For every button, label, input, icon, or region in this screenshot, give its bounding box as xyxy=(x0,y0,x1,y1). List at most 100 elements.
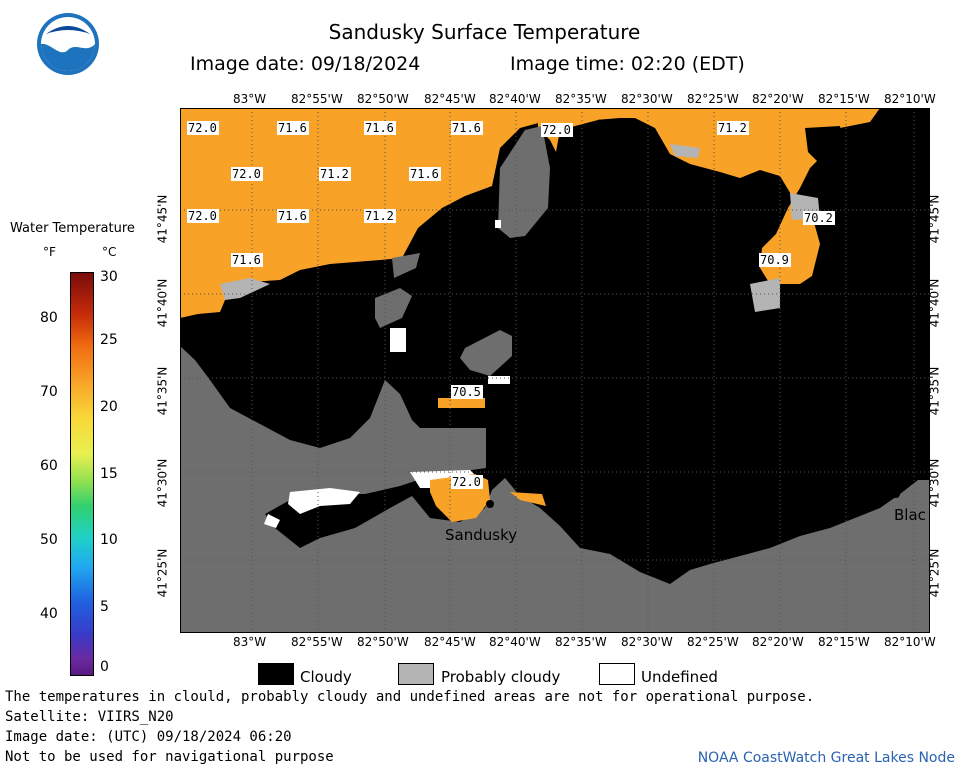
temperature-label: 72.0 xyxy=(232,167,261,181)
colorbar-f-tick: 80 xyxy=(40,310,58,326)
lat-label-left: 41°45'N xyxy=(155,194,170,244)
lon-label-top: 82°50'W xyxy=(357,92,409,106)
logo-text: NOAA xyxy=(55,35,81,44)
temperature-label-bg xyxy=(231,253,263,267)
lat-label-left: 41°40'N xyxy=(155,278,170,328)
temperature-label: 71.6 xyxy=(365,121,394,135)
colorbar-c-tick: 0 xyxy=(100,659,109,675)
place-label-sandusky: Sandusky xyxy=(445,526,518,544)
temperature-label-bg xyxy=(364,121,396,135)
colorbar-unit-c: °C xyxy=(102,245,117,259)
map-area: 72.0 71.6 71.6 71.6 72.0 71.2 72.0 71.2 71.6 72.0… xyxy=(180,108,930,633)
map-frame xyxy=(180,108,930,633)
colorbar-f-tick: 40 xyxy=(40,606,58,622)
temperature-label-bg xyxy=(364,209,396,223)
lat-label-right: 41°35'N xyxy=(927,366,942,416)
temperature-label-bg xyxy=(319,167,351,181)
temperature-label: 71.6 xyxy=(278,209,307,223)
warm-water-west xyxy=(180,108,542,318)
colorbar-c-tick: 30 xyxy=(100,269,118,285)
temperature-label: 71.2 xyxy=(320,167,349,181)
temperature-label: 70.2 xyxy=(804,211,833,225)
temperature-label-bg xyxy=(451,385,483,399)
temperature-label-bg xyxy=(717,121,749,135)
image-date: Image date: 09/18/2024 xyxy=(190,53,421,75)
temperature-label: 71.6 xyxy=(232,253,261,267)
legend-swatch-probably-cloudy xyxy=(398,663,434,685)
legend-swatch-undefined xyxy=(599,663,635,685)
sandusky-marker xyxy=(486,500,494,508)
temperature-label-bg xyxy=(187,209,219,223)
temperature-label: 71.6 xyxy=(278,121,307,135)
temperature-label: 71.6 xyxy=(410,167,439,181)
undefined-bay-3 xyxy=(264,514,280,528)
lon-label-bottom: 82°40'W xyxy=(489,635,541,649)
gray-patch-4 xyxy=(392,253,420,278)
lon-label-top: 82°15'W xyxy=(818,92,870,106)
colorbar-c-tick: 5 xyxy=(100,599,109,615)
lat-label-left: 41°30'N xyxy=(155,458,170,508)
undefined-patch-3 xyxy=(488,376,510,384)
lon-label-top: 82°25'W xyxy=(687,92,739,106)
note-line-4: Not to be used for navigational purpose xyxy=(5,749,334,765)
lon-label-top: 82°20'W xyxy=(752,92,804,106)
lon-label-bottom: 82°35'W xyxy=(555,635,607,649)
warm-water-island xyxy=(438,398,485,408)
noaa-logo: NOAA xyxy=(36,12,100,76)
temperature-labels: 72.0 71.6 71.6 71.6 72.0 71.2 72.0 71.2 71.6 72.0… xyxy=(187,121,835,489)
colorbar-f-tick: 60 xyxy=(40,458,58,474)
temperature-label-bg xyxy=(759,253,791,267)
undefined-patch-1 xyxy=(390,328,406,352)
lon-label-bottom: 82°25'W xyxy=(687,635,739,649)
note-line-2: Satellite: VIIRS_N20 xyxy=(5,709,174,725)
place-label-blac: Blac xyxy=(894,506,926,524)
lat-label-left: 41°25'N xyxy=(155,548,170,598)
image-time: Image time: 02:20 (EDT) xyxy=(510,53,745,75)
land xyxy=(180,346,930,633)
colorbar xyxy=(70,272,94,676)
colorbar-f-tick: 50 xyxy=(40,532,58,548)
lon-label-top: 82°30'W xyxy=(621,92,673,106)
legend-swatch-cloudy xyxy=(258,663,294,685)
colorbar-c-tick: 25 xyxy=(100,332,118,348)
lon-label-bottom: 82°45'W xyxy=(424,635,476,649)
legend-label-undefined: Undefined xyxy=(641,668,718,686)
map-title: Sandusky Surface Temperature xyxy=(328,20,641,44)
temperature-label-bg xyxy=(277,209,309,223)
lon-label-top: 82°40'W xyxy=(489,92,541,106)
colorbar-c-tick: 15 xyxy=(100,466,118,482)
temperature-label-bg xyxy=(451,121,483,135)
temperature-label-bg xyxy=(803,211,835,225)
temperature-label-bg xyxy=(541,123,573,137)
temperature-label-bg xyxy=(451,475,483,489)
lon-label-bottom: 82°55'W xyxy=(291,635,343,649)
note-line-3: Image date: (UTC) 09/18/2024 06:20 xyxy=(5,729,292,745)
legend-label-probably-cloudy: Probably cloudy xyxy=(441,668,561,686)
note-line-1: The temperatures in clould, probably clo… xyxy=(5,689,815,705)
gray-patch-2 xyxy=(375,288,412,328)
temperature-label: 71.2 xyxy=(718,121,747,135)
temperature-label: 72.0 xyxy=(452,475,481,489)
colorbar-title: Water Temperature xyxy=(10,221,135,236)
blac-marker xyxy=(892,490,900,498)
credit-link[interactable]: NOAA CoastWatch Great Lakes Node xyxy=(697,750,955,766)
temperature-label-bg xyxy=(409,167,441,181)
lat-label-right: 41°40'N xyxy=(927,278,942,328)
lon-label-top: 82°10'W xyxy=(884,92,936,106)
temperature-label: 71.6 xyxy=(452,121,481,135)
gray-patch-3 xyxy=(460,330,512,376)
light-gray-patch-3 xyxy=(670,144,700,158)
temperature-label: 71.2 xyxy=(365,209,394,223)
legend-label-cloudy: Cloudy xyxy=(300,668,352,686)
lon-label-top: 82°55'W xyxy=(291,92,343,106)
lat-label-left: 41°35'N xyxy=(155,366,170,416)
warm-water-center xyxy=(538,108,598,152)
temperature-label: 72.0 xyxy=(188,121,217,135)
cloud-hole-east xyxy=(805,126,845,164)
colorbar-f-tick: 70 xyxy=(40,384,58,400)
lon-label-top: 82°35'W xyxy=(555,92,607,106)
undefined-bay-1 xyxy=(288,488,360,514)
colorbar-c-tick: 10 xyxy=(100,532,118,548)
temperature-label: 72.0 xyxy=(542,123,571,137)
lon-label-top: 83°W xyxy=(233,92,267,106)
